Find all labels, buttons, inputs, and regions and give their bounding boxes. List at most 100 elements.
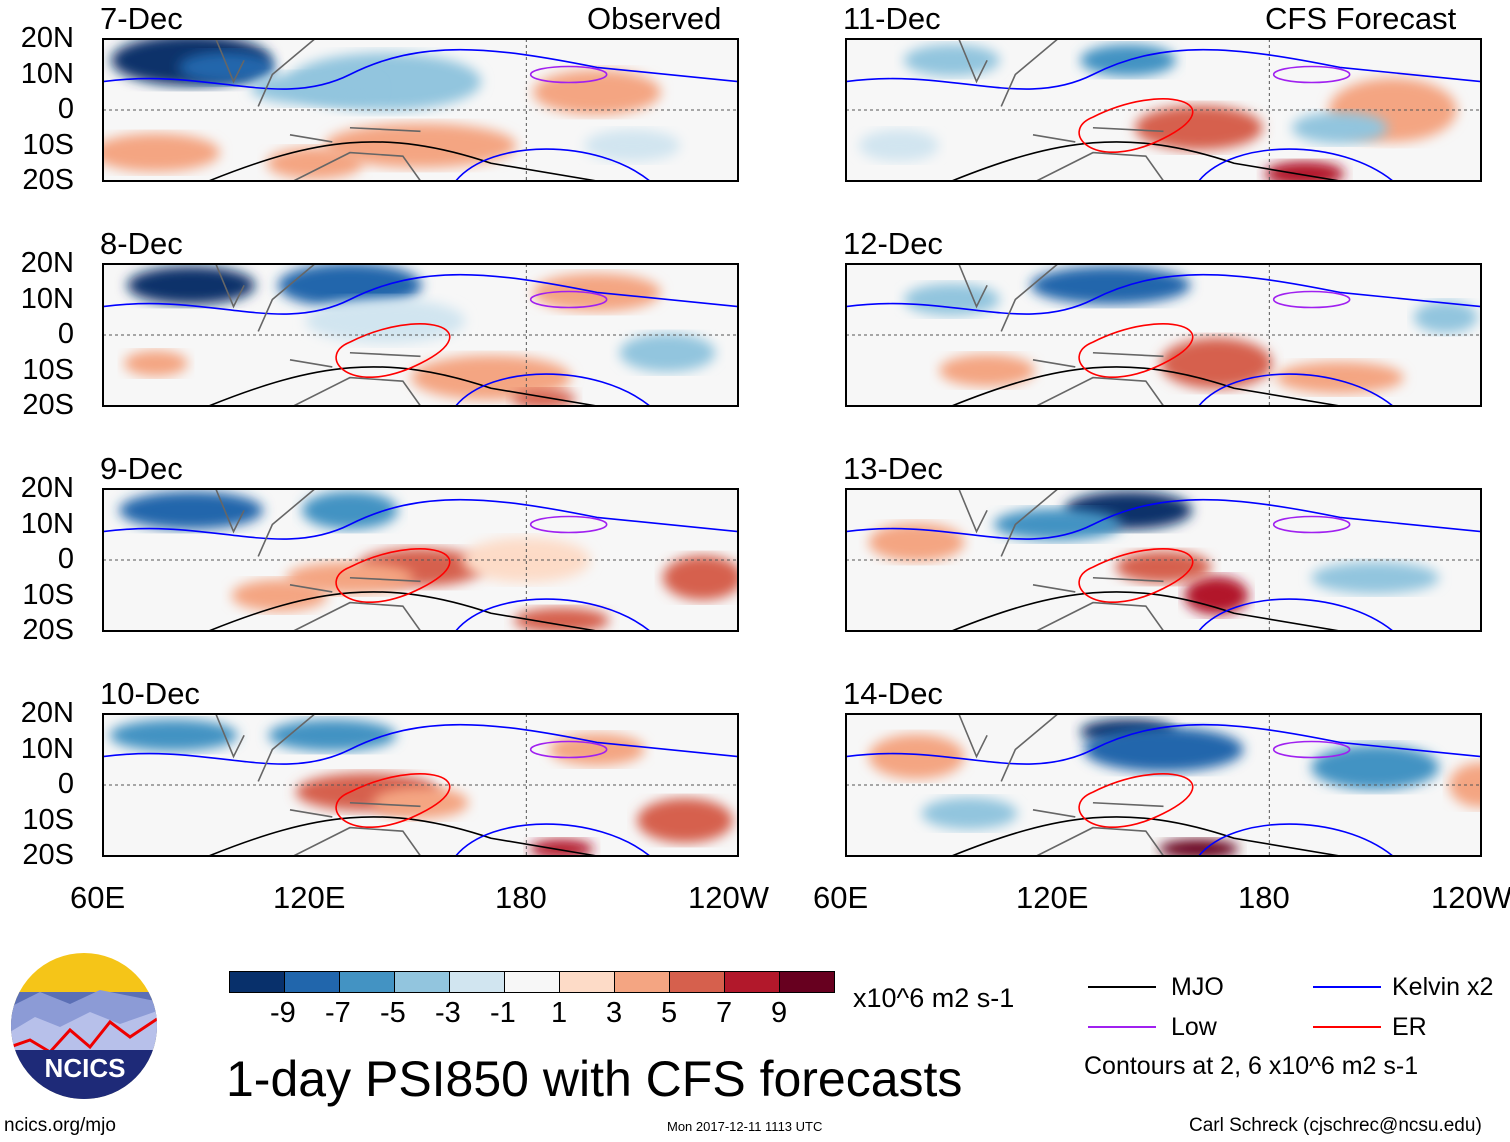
anomaly-shading: [178, 51, 275, 84]
anomaly-shading: [123, 350, 188, 377]
lat-tick: 20S: [22, 614, 74, 646]
anomaly-shading: [1275, 361, 1404, 394]
er-contour: [335, 548, 451, 603]
anomaly-shading: [903, 283, 1000, 316]
observed-map-panel-4: [102, 713, 739, 857]
anomaly-shading: [372, 786, 469, 819]
anomaly-shading: [1115, 551, 1212, 584]
panel-title-observed-4: 10-Dec: [100, 676, 200, 711]
lat-tick: 10N: [20, 507, 74, 540]
kelvin-contour: [103, 273, 738, 315]
colorbar-label: -9: [270, 997, 296, 1029]
colorbar-swatch: [614, 971, 670, 993]
colorbar-swatch: [339, 971, 395, 993]
anomaly-shading: [584, 129, 681, 162]
observed-label: Observed: [587, 1, 722, 36]
colorbar-swatch: [504, 971, 560, 993]
low-contour: [529, 740, 608, 759]
kelvin-contour: [103, 723, 738, 765]
anomaly-shading: [1083, 727, 1244, 772]
anomaly-shading: [1160, 337, 1273, 389]
anomaly-shading: [250, 72, 379, 105]
legend-label-mjo: MJO: [1171, 973, 1224, 1001]
colorbar-swatch: [669, 971, 725, 993]
anomaly-shading: [868, 523, 965, 562]
anomaly-shading: [513, 607, 610, 631]
footer-url[interactable]: ncics.org/mjo: [4, 1115, 116, 1136]
low-contour: [1272, 290, 1351, 309]
lat-tick: 10S: [22, 128, 74, 161]
anomaly-shading: [637, 798, 734, 843]
anomaly-shading: [127, 266, 256, 305]
coastline: [215, 264, 422, 406]
forecast-map-panel-2: [845, 263, 1482, 407]
lat-tick: 20N: [20, 22, 74, 54]
panel-title-observed-2: 8-Dec: [100, 226, 183, 261]
colorbar-swatch: [559, 971, 615, 993]
mjo-contour: [208, 366, 598, 406]
coastline: [958, 264, 1165, 406]
kelvin-contour: [103, 498, 738, 540]
anomaly-shading: [1291, 111, 1388, 144]
anomaly-shading: [109, 719, 238, 752]
anomaly-shading: [1158, 839, 1239, 856]
low-contour: [529, 515, 608, 534]
lon-tick-right-180: 180: [1238, 880, 1290, 915]
panel-title-observed-3: 9-Dec: [100, 451, 183, 486]
kelvin-contour: [1198, 373, 1394, 406]
anomaly-shading: [548, 733, 645, 766]
er-contour: [1078, 773, 1194, 828]
kelvin-contour: [455, 148, 651, 181]
panel-title-forecast-2: 12-Dec: [843, 226, 943, 261]
mjo-contour: [951, 141, 1341, 181]
legend-line-low: [1088, 1026, 1156, 1028]
figure-title: 1-day PSI850 with CFS forecasts: [226, 1051, 963, 1107]
anomaly-shading: [301, 491, 398, 530]
anomaly-shading: [1184, 576, 1249, 615]
kelvin-contour: [1198, 823, 1394, 856]
lat-tick: 10S: [22, 353, 74, 386]
er-contour: [1078, 548, 1194, 603]
logo-text: NCICS: [45, 1053, 126, 1083]
panel-title-forecast-1: 11-Dec: [843, 1, 941, 36]
anomaly-shading: [1311, 744, 1440, 790]
colorbar-label: 9: [771, 997, 788, 1029]
colorbar-swatch: [394, 971, 450, 993]
lat-tick: 20N: [20, 247, 74, 279]
colorbar-units: x10^6 m2 s-1: [853, 983, 1015, 1013]
lat-tick: 0: [57, 93, 74, 125]
kelvin-contour: [1198, 148, 1394, 181]
colorbar-label: 7: [716, 997, 733, 1029]
mjo-contour: [208, 816, 598, 856]
colorbar-label: 1: [551, 997, 568, 1029]
kelvin-contour: [846, 273, 1481, 315]
anomaly-shading: [858, 129, 939, 162]
colorbar-label: -1: [490, 997, 516, 1029]
colorbar-label: -5: [380, 997, 406, 1029]
lat-tick: 20N: [20, 472, 74, 504]
anomaly-shading: [939, 354, 1036, 387]
kelvin-contour: [455, 823, 651, 856]
forecast-label: CFS Forecast: [1265, 1, 1457, 36]
lon-tick-right-120e: 120E: [1016, 880, 1089, 915]
coastline: [215, 714, 422, 856]
kelvin-contour: [103, 48, 738, 90]
lat-tick: 20S: [22, 164, 74, 196]
colorbar-label: -7: [325, 997, 351, 1029]
kelvin-contour: [846, 48, 1481, 90]
mjo-contour: [208, 141, 598, 181]
forecast-map-panel-4: [845, 713, 1482, 857]
panel-title-observed-1: 7-Dec: [100, 1, 183, 36]
lat-tick: 0: [57, 318, 74, 350]
anomaly-shading: [1030, 266, 1191, 305]
anomaly-shading: [305, 298, 466, 344]
er-contour: [1078, 323, 1194, 378]
observed-map-panel-1: [102, 38, 739, 182]
anomaly-shading: [103, 133, 220, 172]
anomaly-shading: [532, 69, 661, 115]
kelvin-contour: [1198, 598, 1394, 631]
lat-tick: 10N: [20, 57, 74, 90]
kelvin-contour: [846, 498, 1481, 540]
er-contour: [1078, 98, 1194, 153]
